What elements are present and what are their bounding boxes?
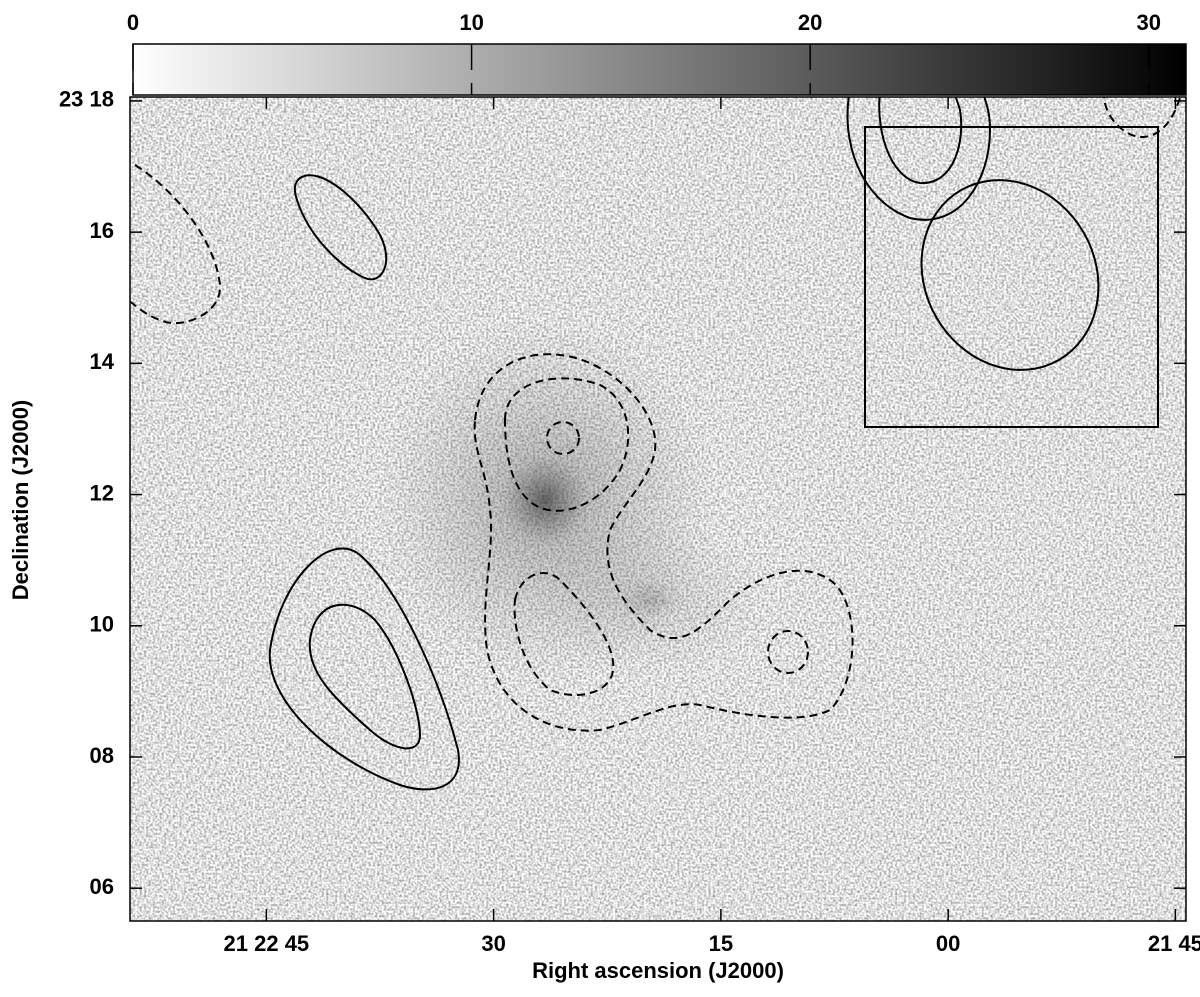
y-tick-label: 16 [90,218,114,243]
x-axis-label: Right ascension (J2000) [532,958,784,983]
image-layer [130,97,1186,921]
y-axis-label: Declination (J2000) [8,400,33,601]
x-tick-label: 00 [936,931,960,956]
contours [130,97,1182,791]
colorbar-tick-label: 20 [798,10,822,35]
plot-frame [129,96,1187,922]
y-tick-label: 08 [90,743,114,768]
inset-box [864,126,1159,428]
x-tick-label: 21 22 45 [224,931,310,956]
colorbar-tick-label: 30 [1137,10,1161,35]
colorbar-tick-label: 10 [459,10,483,35]
y-tick-label: 23 18 [59,87,114,112]
colorbar-tick-label: 0 [127,10,139,35]
colorbar [132,43,1187,96]
x-tick-label: 21 45 [1148,931,1200,956]
x-tick-label: 30 [481,931,505,956]
y-tick-label: 06 [90,874,114,899]
y-tick-label: 14 [90,349,115,374]
x-tick-label: 15 [709,931,733,956]
y-tick-label: 10 [90,612,114,637]
y-tick-label: 12 [90,480,114,505]
